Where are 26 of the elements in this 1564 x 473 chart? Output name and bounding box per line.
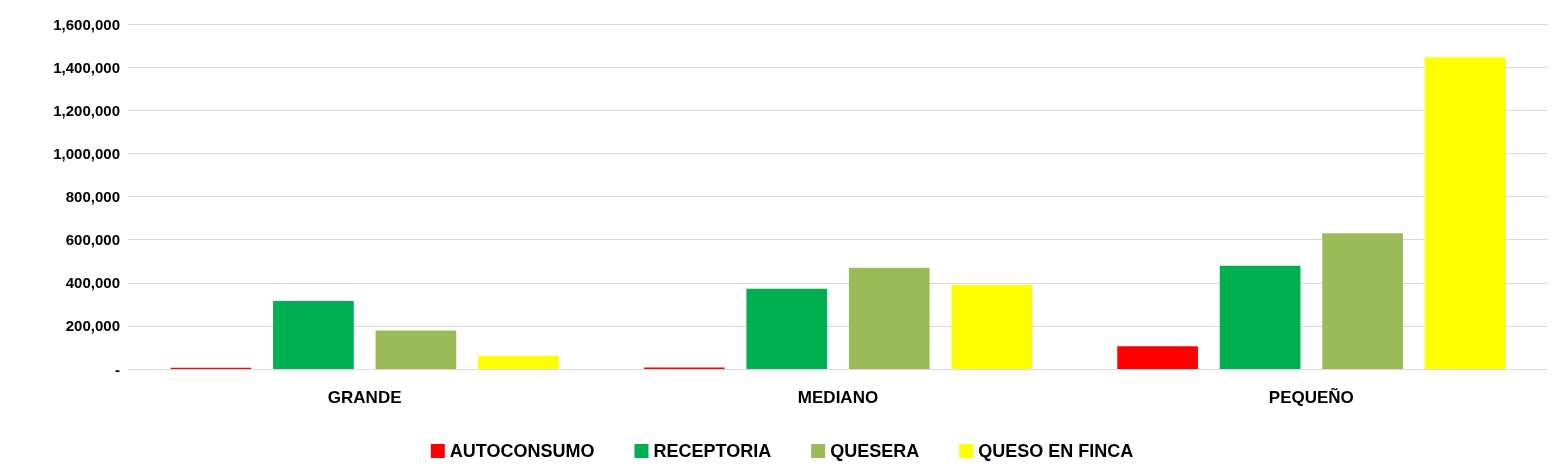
y-tick-label: 200,000 bbox=[65, 317, 120, 335]
y-tick-label: 1,400,000 bbox=[53, 58, 120, 76]
y-tick-label: 800,000 bbox=[65, 188, 120, 205]
bar bbox=[746, 288, 828, 369]
bar bbox=[1219, 265, 1301, 369]
bar bbox=[1424, 57, 1506, 369]
bar bbox=[848, 267, 930, 369]
y-tick-label: 1,200,000 bbox=[53, 101, 120, 119]
bar bbox=[1322, 233, 1403, 369]
bar bbox=[375, 330, 457, 369]
y-tick-label: - bbox=[115, 360, 120, 378]
y-tick-label: 400,000 bbox=[65, 274, 120, 292]
bar bbox=[951, 284, 1033, 369]
x-tick-label: MEDIANO bbox=[797, 388, 879, 407]
legend-label: RECEPTORIA bbox=[653, 441, 772, 461]
bar bbox=[1117, 346, 1198, 369]
x-tick-label: PEQUEÑO bbox=[1268, 387, 1354, 407]
bar bbox=[273, 301, 354, 369]
y-tick-label: 1,000,000 bbox=[53, 144, 120, 162]
x-tick-label: GRANDE bbox=[327, 388, 402, 407]
legend-label: QUESO EN FINCA bbox=[978, 441, 1134, 461]
y-tick-label: 1,600,000 bbox=[53, 15, 120, 33]
legend-label: AUTOCONSUMO bbox=[449, 441, 595, 461]
y-tick-label: 600,000 bbox=[65, 231, 120, 249]
bar bbox=[478, 355, 559, 369]
legend-label: QUESERA bbox=[830, 441, 920, 461]
